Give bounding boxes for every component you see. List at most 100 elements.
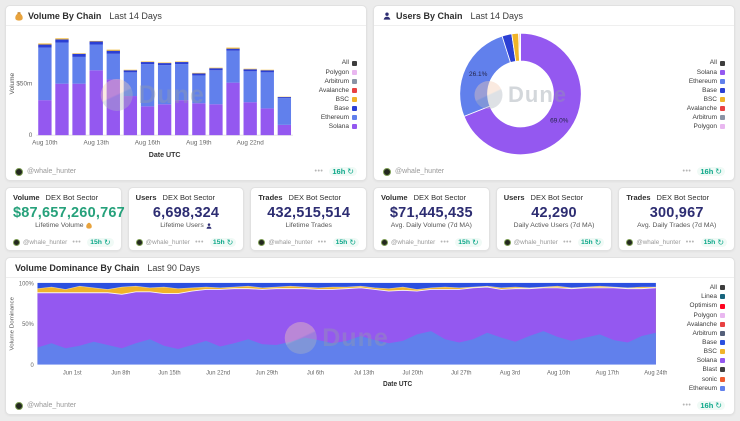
bar-segment-bsc[interactable] (38, 43, 52, 45)
bar-segment-bsc[interactable] (72, 53, 86, 54)
bar-segment-base[interactable] (72, 53, 86, 57)
bar-segment-base[interactable] (209, 68, 223, 71)
refresh-badge[interactable]: 15h ↻ (332, 238, 360, 247)
refresh-badge[interactable]: 15h ↻ (700, 238, 728, 247)
legend-item-polygon[interactable]: Polygon (667, 312, 725, 319)
users-donut-chart-svg[interactable]: 69.0% 26.1% (374, 26, 667, 164)
bar-segment-solana[interactable] (140, 106, 155, 136)
bar-segment-ethereum[interactable] (209, 70, 223, 105)
legend-item-ethereum[interactable]: Ethereum (667, 385, 725, 392)
dominance-area-chart-svg[interactable]: 100% 50% 0 Volume Dominance Jun 1st Jun 8th Ju… (6, 278, 667, 398)
bar-segment-ethereum[interactable] (175, 64, 189, 101)
legend-item-all[interactable]: All (667, 59, 725, 66)
legend-item-base[interactable]: Base (299, 105, 357, 112)
author-handle[interactable]: @whale_hunter (391, 239, 436, 246)
bar-segment-base[interactable] (243, 69, 257, 72)
bar-segment-bsc[interactable] (243, 68, 257, 70)
refresh-badge[interactable]: 15h ↻ (209, 238, 237, 247)
more-menu-icon[interactable]: ••• (563, 239, 572, 246)
bar-segment-solana[interactable] (277, 124, 292, 136)
legend-item-ethereum[interactable]: Ethereum (667, 78, 725, 85)
bar-segment-bsc[interactable] (157, 62, 172, 64)
avatar[interactable] (503, 239, 511, 246)
legend-item-linea[interactable]: Linea (667, 293, 725, 300)
legend-item-arbitrum[interactable]: Arbitrum (667, 114, 725, 121)
bar-segment-solana[interactable] (157, 104, 172, 136)
bar-segment-base[interactable] (226, 48, 240, 51)
legend-item-arbitrum[interactable]: Arbitrum (299, 78, 357, 85)
bar-segment-ethereum[interactable] (192, 75, 206, 104)
bar-segment-base[interactable] (123, 70, 138, 73)
avatar[interactable] (258, 239, 266, 246)
bar-segment-base[interactable] (277, 97, 292, 99)
bar-segment-ethereum[interactable] (55, 42, 69, 84)
legend-item-base[interactable]: Base (667, 87, 725, 94)
legend-item-avalanche[interactable]: Avalanche (667, 321, 725, 328)
legend-item-avalanche[interactable]: Avalanche (667, 105, 725, 112)
refresh-badge[interactable]: 15h ↻ (87, 238, 114, 247)
bar-segment-ethereum[interactable] (38, 47, 52, 101)
refresh-badge[interactable]: 15h ↻ (455, 238, 482, 247)
bar-segment-solana[interactable] (192, 103, 206, 136)
author-handle[interactable]: @whale_hunter (23, 239, 68, 246)
pie-slice-solana[interactable] (463, 32, 582, 156)
bar-segment-bsc[interactable] (226, 47, 240, 49)
bar-segment-solana[interactable] (38, 100, 52, 136)
avatar[interactable] (15, 167, 23, 176)
legend-item-all[interactable]: All (299, 59, 357, 66)
bar-segment-ethereum[interactable] (260, 72, 274, 109)
bar-segment-solana[interactable] (260, 108, 274, 136)
bar-segment-ethereum[interactable] (89, 44, 103, 71)
refresh-badge[interactable]: 16h ↻ (697, 167, 725, 176)
bar-segment-bsc[interactable] (55, 38, 69, 40)
bar-segment-ethereum[interactable] (106, 53, 120, 80)
bar-segment-base[interactable] (157, 63, 172, 66)
avatar[interactable] (383, 167, 391, 176)
bar-segment-ethereum[interactable] (140, 64, 155, 107)
volume-bar-chart-svg[interactable]: $50m 0 Volume Aug 10th Aug 13th Aug 16th Aug 1… (6, 26, 299, 164)
bar-segment-base[interactable] (260, 70, 274, 73)
bar-segment-bsc[interactable] (123, 69, 138, 71)
avatar[interactable] (13, 239, 20, 246)
users-donut-chart[interactable]: 69.0% 26.1% Dune (374, 26, 667, 164)
legend-item-avalanche[interactable]: Avalanche (299, 87, 357, 94)
author-handle[interactable]: @whale_hunter (27, 402, 77, 409)
bar-segment-solana[interactable] (55, 83, 69, 136)
legend-item-ethereum[interactable]: Ethereum (299, 114, 357, 121)
legend-item-bsc[interactable]: BSC (299, 96, 357, 103)
more-menu-icon[interactable]: ••• (440, 239, 450, 246)
bar-segment-bsc[interactable] (260, 69, 274, 71)
more-menu-icon[interactable]: ••• (682, 402, 692, 409)
avatar[interactable] (15, 401, 23, 410)
more-menu-icon[interactable]: ••• (682, 168, 692, 175)
bar-segment-solana[interactable] (72, 83, 86, 136)
legend-item-bsc[interactable]: BSC (667, 96, 725, 103)
refresh-badge[interactable]: 16h ↻ (697, 401, 725, 410)
more-menu-icon[interactable]: ••• (72, 239, 82, 246)
bar-segment-solana[interactable] (243, 102, 257, 136)
dominance-area-chart[interactable]: 100% 50% 0 Volume Dominance Jun 1st Jun 8th Ju… (6, 278, 667, 398)
bar-segment-solana[interactable] (209, 104, 223, 136)
more-menu-icon[interactable]: ••• (317, 239, 327, 246)
legend-item-sonic[interactable]: sonic (667, 376, 725, 383)
volume-bar-chart[interactable]: $50m 0 Volume Aug 10th Aug 13th Aug 16th Aug 1… (6, 26, 299, 164)
area-layer-ethereum[interactable] (37, 331, 656, 365)
refresh-badge[interactable]: 16h ↻ (329, 167, 357, 176)
author-handle[interactable]: @whale_hunter (636, 239, 681, 246)
legend-item-bsc[interactable]: BSC (667, 348, 725, 355)
bar-segment-ethereum[interactable] (157, 65, 172, 105)
avatar[interactable] (135, 239, 143, 246)
more-menu-icon[interactable]: ••• (314, 168, 324, 175)
bar-segment-ethereum[interactable] (277, 98, 292, 125)
legend-item-arbitrum[interactable]: Arbitrum (667, 330, 725, 337)
author-handle[interactable]: @whale_hunter (513, 239, 558, 246)
author-handle[interactable]: @whale_hunter (27, 168, 77, 175)
bar-segment-solana[interactable] (89, 70, 103, 136)
refresh-badge[interactable]: 15h ↻ (577, 238, 605, 247)
bar-segment-bsc[interactable] (106, 49, 120, 51)
bar-segment-ethereum[interactable] (243, 71, 257, 103)
bar-segment-bsc[interactable] (140, 61, 155, 63)
legend-item-solana[interactable]: Solana (299, 123, 357, 130)
bar-segment-base[interactable] (175, 62, 189, 65)
author-handle[interactable]: @whale_hunter (145, 239, 190, 246)
